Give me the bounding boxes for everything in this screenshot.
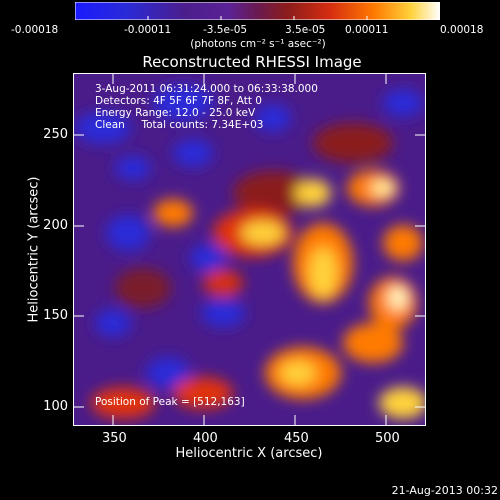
y-tick-labels: 100 150 200 250 bbox=[0, 0, 72, 500]
colorbar-tick: -3.5e-05 bbox=[203, 24, 248, 36]
colorbar-tick: -0.00011 bbox=[124, 24, 172, 36]
overlay-method-counts: Clean Total counts: 7.34E+03 bbox=[95, 119, 264, 131]
footer-timestamp: 21-Aug-2013 00:32 bbox=[391, 484, 498, 497]
colorbar-tick: 0.00011 bbox=[345, 24, 389, 36]
colorbar-tick-labels: -0.00018 -0.00011 -3.5e-05 3.5e-05 0.000… bbox=[0, 24, 500, 38]
colorbar-tick: 3.5e-05 bbox=[285, 24, 326, 36]
plot-title: Reconstructed RHESSI Image bbox=[142, 53, 362, 71]
x-tick-label: 450 bbox=[284, 431, 309, 446]
x-tick-label: 350 bbox=[102, 431, 127, 446]
y-tick-label: 200 bbox=[43, 218, 68, 233]
overlay-time-range: 3-Aug-2011 06:31:24.000 to 06:33:38.000 bbox=[95, 83, 318, 95]
x-axis-label: Heliocentric X (arcsec) bbox=[175, 446, 323, 461]
y-axis-label: Heliocentric Y (arcsec) bbox=[26, 176, 42, 323]
y-tick-label: 150 bbox=[43, 308, 68, 323]
rhessi-image-map bbox=[73, 73, 425, 425]
colorbar-unit-label: (photons cm⁻² s⁻¹ asec⁻²) bbox=[190, 38, 326, 50]
y-tick-label: 100 bbox=[43, 399, 68, 414]
colorbar-tick: -0.00018 bbox=[11, 24, 59, 36]
x-tick-labels: 350 400 450 500 bbox=[0, 431, 500, 447]
rhessi-image bbox=[73, 73, 425, 425]
colorbar-tick: 0.00018 bbox=[440, 24, 484, 36]
x-tick-label: 500 bbox=[375, 431, 400, 446]
x-tick-label: 400 bbox=[193, 431, 218, 446]
overlay-detectors: Detectors: 4F 5F 6F 7F 8F, Att 0 bbox=[95, 95, 262, 107]
y-tick-label: 250 bbox=[43, 127, 68, 142]
overlay-energy-range: Energy Range: 12.0 - 25.0 keV bbox=[95, 107, 256, 119]
overlay-peak-position: Position of Peak = [512,163] bbox=[95, 396, 245, 408]
